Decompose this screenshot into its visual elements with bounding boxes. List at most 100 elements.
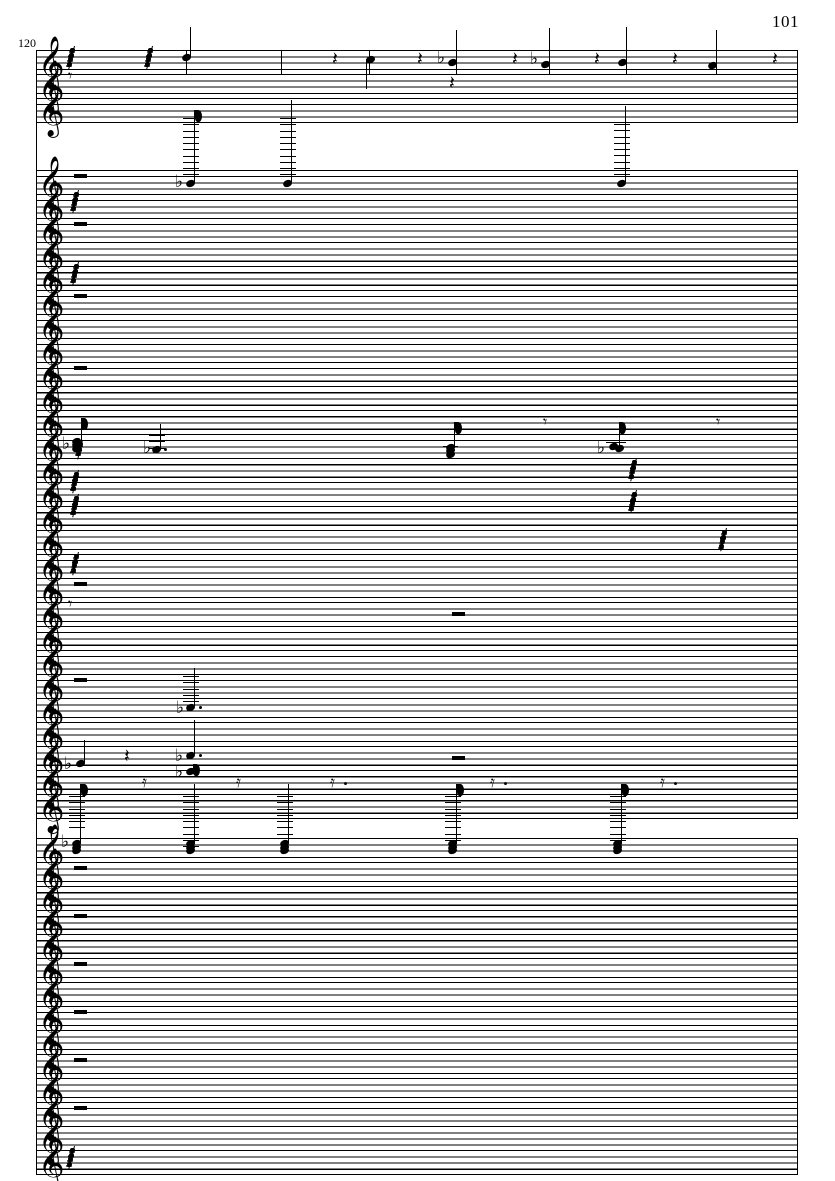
rest-hook — [70, 208, 76, 211]
rest-hook-dot — [721, 534, 726, 539]
eighth-rest: 𝄾 — [716, 412, 721, 431]
flat-accidental: ♭ — [175, 172, 184, 192]
quarter-rest: 𝄽 — [772, 48, 778, 70]
staff-22 — [36, 602, 797, 627]
system-barline — [35, 50, 38, 1175]
ledger-line — [183, 682, 199, 684]
rest-hook-dot — [69, 52, 74, 57]
system-end-barline — [797, 434, 799, 459]
treble-clef-icon: 𝄞 — [38, 35, 65, 88]
rest-hook — [721, 532, 727, 536]
treble-clef-icon: 𝄞 — [38, 275, 65, 328]
ledger-line — [614, 161, 630, 163]
rest-hook-dot — [632, 460, 637, 465]
rest-hook-dot — [71, 205, 76, 210]
ledger-line — [183, 161, 199, 163]
ledger-line — [445, 814, 461, 816]
rest-hook — [71, 508, 77, 511]
rest-hook — [628, 508, 634, 511]
staff-11 — [36, 338, 797, 363]
whole-rest — [74, 678, 87, 683]
treble-clef-icon: 𝄞 — [38, 967, 65, 1020]
staff-18 — [36, 506, 797, 531]
ledger-line — [614, 124, 630, 126]
rest-hook-dot — [631, 464, 636, 469]
rest-hook-dot — [74, 192, 79, 197]
ledger-line — [614, 130, 630, 132]
quarter-rest: 𝄽 — [594, 48, 600, 70]
flat-accidental: ♭ — [62, 434, 71, 454]
system-end-barline — [797, 958, 799, 983]
ledger-line — [445, 827, 461, 829]
eighth-flag — [455, 422, 462, 434]
eighth-rest: 𝄾 — [543, 412, 548, 431]
rest-hook — [69, 50, 75, 54]
note-stem — [194, 784, 196, 844]
rest-hook-dot — [146, 57, 151, 62]
rest-hook — [70, 512, 76, 515]
note-stem — [366, 59, 368, 90]
staff-39 — [36, 1030, 797, 1055]
ledger-line — [183, 174, 199, 176]
ledger-line — [183, 118, 199, 120]
note-stem — [625, 106, 627, 182]
rest-hook — [73, 556, 79, 560]
rest-hook — [72, 199, 78, 202]
ledger-line — [183, 130, 199, 132]
ledger-line — [277, 821, 293, 823]
treble-clef-icon: 𝄞 — [38, 179, 65, 232]
rest-hook-dot — [630, 469, 635, 474]
ledger-line — [183, 124, 199, 126]
ledger-line — [183, 814, 199, 816]
ledger-line — [69, 808, 85, 810]
flat-accidental: ♭ — [143, 438, 152, 458]
rest-hook-dot — [73, 558, 78, 563]
system-end-barline — [797, 934, 799, 959]
whole-rest — [74, 1058, 87, 1063]
rest-hook-dot — [74, 496, 79, 501]
staff-28 — [36, 746, 797, 771]
rest-hook-dot — [629, 473, 634, 478]
rest-stack — [74, 439, 94, 471]
note-stem — [456, 29, 458, 63]
system-end-barline — [797, 578, 799, 603]
treble-clef-icon: 𝄞 — [38, 707, 65, 760]
staff-15 — [36, 434, 797, 459]
rest-hook — [72, 479, 78, 482]
ledger-line — [280, 155, 296, 157]
ledger-line — [183, 796, 199, 798]
ledger-line — [614, 149, 630, 151]
treble-clef-icon: 𝄞 — [38, 59, 65, 112]
staff-9 — [36, 290, 797, 315]
rest-hook-dot — [74, 264, 79, 269]
system-end-barline — [797, 290, 799, 315]
treble-clef-icon: 𝄞 — [38, 419, 65, 472]
whole-rest — [74, 962, 87, 967]
rest-hook — [720, 537, 726, 540]
ledger-line — [445, 796, 461, 798]
treble-clef-icon: 𝄞 — [38, 443, 65, 496]
ledger-line — [280, 174, 296, 176]
staff-43 — [36, 1126, 797, 1151]
treble-clef-icon: 𝄞 — [38, 227, 65, 280]
whole-rest — [74, 1010, 87, 1015]
quarter-rest: 𝄽 — [332, 48, 338, 70]
system-end-barline — [797, 722, 799, 747]
rest-hook-dot — [72, 481, 77, 486]
rest-hook — [72, 503, 78, 506]
treble-clef-icon: 𝄞 — [38, 563, 65, 616]
ledger-line — [445, 808, 461, 810]
note-stem — [80, 784, 82, 844]
ledger-line — [183, 676, 199, 678]
note-stem — [454, 422, 456, 448]
treble-clef-icon: 𝄞 — [38, 943, 65, 996]
rest-hook-dot — [629, 505, 634, 510]
staff-42 — [36, 1102, 797, 1127]
system-end-barline — [797, 554, 799, 579]
measure-number: 120 — [18, 36, 36, 50]
treble-clef-icon: 𝄞 — [38, 1087, 65, 1140]
ledger-line — [183, 701, 199, 703]
system-end-barline — [797, 626, 799, 651]
ledger-line — [280, 149, 296, 151]
quarter-rest: 𝄽 — [124, 745, 130, 767]
